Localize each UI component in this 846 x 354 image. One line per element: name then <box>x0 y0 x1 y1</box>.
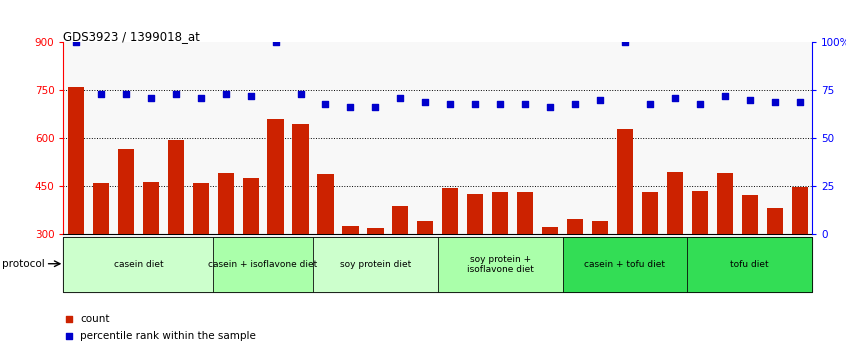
Text: percentile rank within the sample: percentile rank within the sample <box>80 331 256 341</box>
Point <box>743 97 756 103</box>
Point <box>419 99 432 104</box>
Bar <box>217 173 233 234</box>
Point <box>793 99 806 104</box>
Bar <box>293 124 309 234</box>
Bar <box>742 195 758 234</box>
Point <box>593 97 607 103</box>
FancyBboxPatch shape <box>213 237 313 292</box>
Point <box>294 91 307 97</box>
Bar <box>692 190 708 234</box>
Point <box>493 101 507 107</box>
Point <box>63 316 76 321</box>
Point <box>668 95 682 101</box>
Point <box>69 40 83 45</box>
Bar <box>243 178 259 234</box>
Point <box>94 91 107 97</box>
Bar <box>517 192 533 234</box>
Text: tofu diet: tofu diet <box>730 260 769 269</box>
Point <box>169 91 183 97</box>
Point <box>569 101 582 107</box>
Point <box>693 101 706 107</box>
Text: protocol: protocol <box>2 259 45 269</box>
Bar <box>667 172 683 234</box>
Bar <box>542 227 558 234</box>
Point <box>343 105 357 110</box>
Point <box>319 101 332 107</box>
Bar <box>168 140 184 234</box>
FancyBboxPatch shape <box>63 237 213 292</box>
Point <box>469 101 482 107</box>
FancyBboxPatch shape <box>563 237 687 292</box>
Point <box>369 105 382 110</box>
Bar <box>143 182 159 234</box>
Bar <box>367 228 383 234</box>
Point <box>393 95 407 101</box>
Text: casein diet: casein diet <box>113 260 163 269</box>
FancyBboxPatch shape <box>313 237 437 292</box>
FancyBboxPatch shape <box>437 237 563 292</box>
Bar <box>467 194 483 234</box>
Bar <box>567 219 583 234</box>
Bar <box>592 221 608 234</box>
Bar <box>393 206 409 234</box>
Bar <box>267 119 283 234</box>
Point <box>244 93 257 99</box>
Point <box>618 40 632 45</box>
Point <box>144 95 157 101</box>
Point <box>219 91 233 97</box>
Point <box>194 95 207 101</box>
FancyBboxPatch shape <box>687 237 812 292</box>
Bar <box>68 87 84 234</box>
Bar <box>317 174 333 234</box>
Point <box>63 333 76 339</box>
Text: soy protein +
isoflavone diet: soy protein + isoflavone diet <box>467 255 534 274</box>
Point <box>768 99 782 104</box>
Text: soy protein diet: soy protein diet <box>340 260 411 269</box>
Point <box>519 101 532 107</box>
Bar <box>792 187 808 234</box>
Text: casein + tofu diet: casein + tofu diet <box>585 260 666 269</box>
Bar <box>617 129 633 234</box>
Bar <box>343 226 359 234</box>
Bar <box>442 188 459 234</box>
Point <box>443 101 457 107</box>
Point <box>119 91 133 97</box>
Text: GDS3923 / 1399018_at: GDS3923 / 1399018_at <box>63 30 201 43</box>
Bar <box>766 208 783 234</box>
Point <box>269 40 283 45</box>
Bar <box>193 183 209 234</box>
Point <box>543 105 557 110</box>
Text: casein + isoflavone diet: casein + isoflavone diet <box>208 260 318 269</box>
Bar <box>417 221 433 234</box>
Bar <box>492 192 508 234</box>
Bar <box>118 149 134 234</box>
Point <box>718 93 732 99</box>
Bar <box>717 173 733 234</box>
Point <box>643 101 656 107</box>
Bar <box>642 192 658 234</box>
Text: count: count <box>80 314 110 324</box>
Bar <box>93 183 109 234</box>
